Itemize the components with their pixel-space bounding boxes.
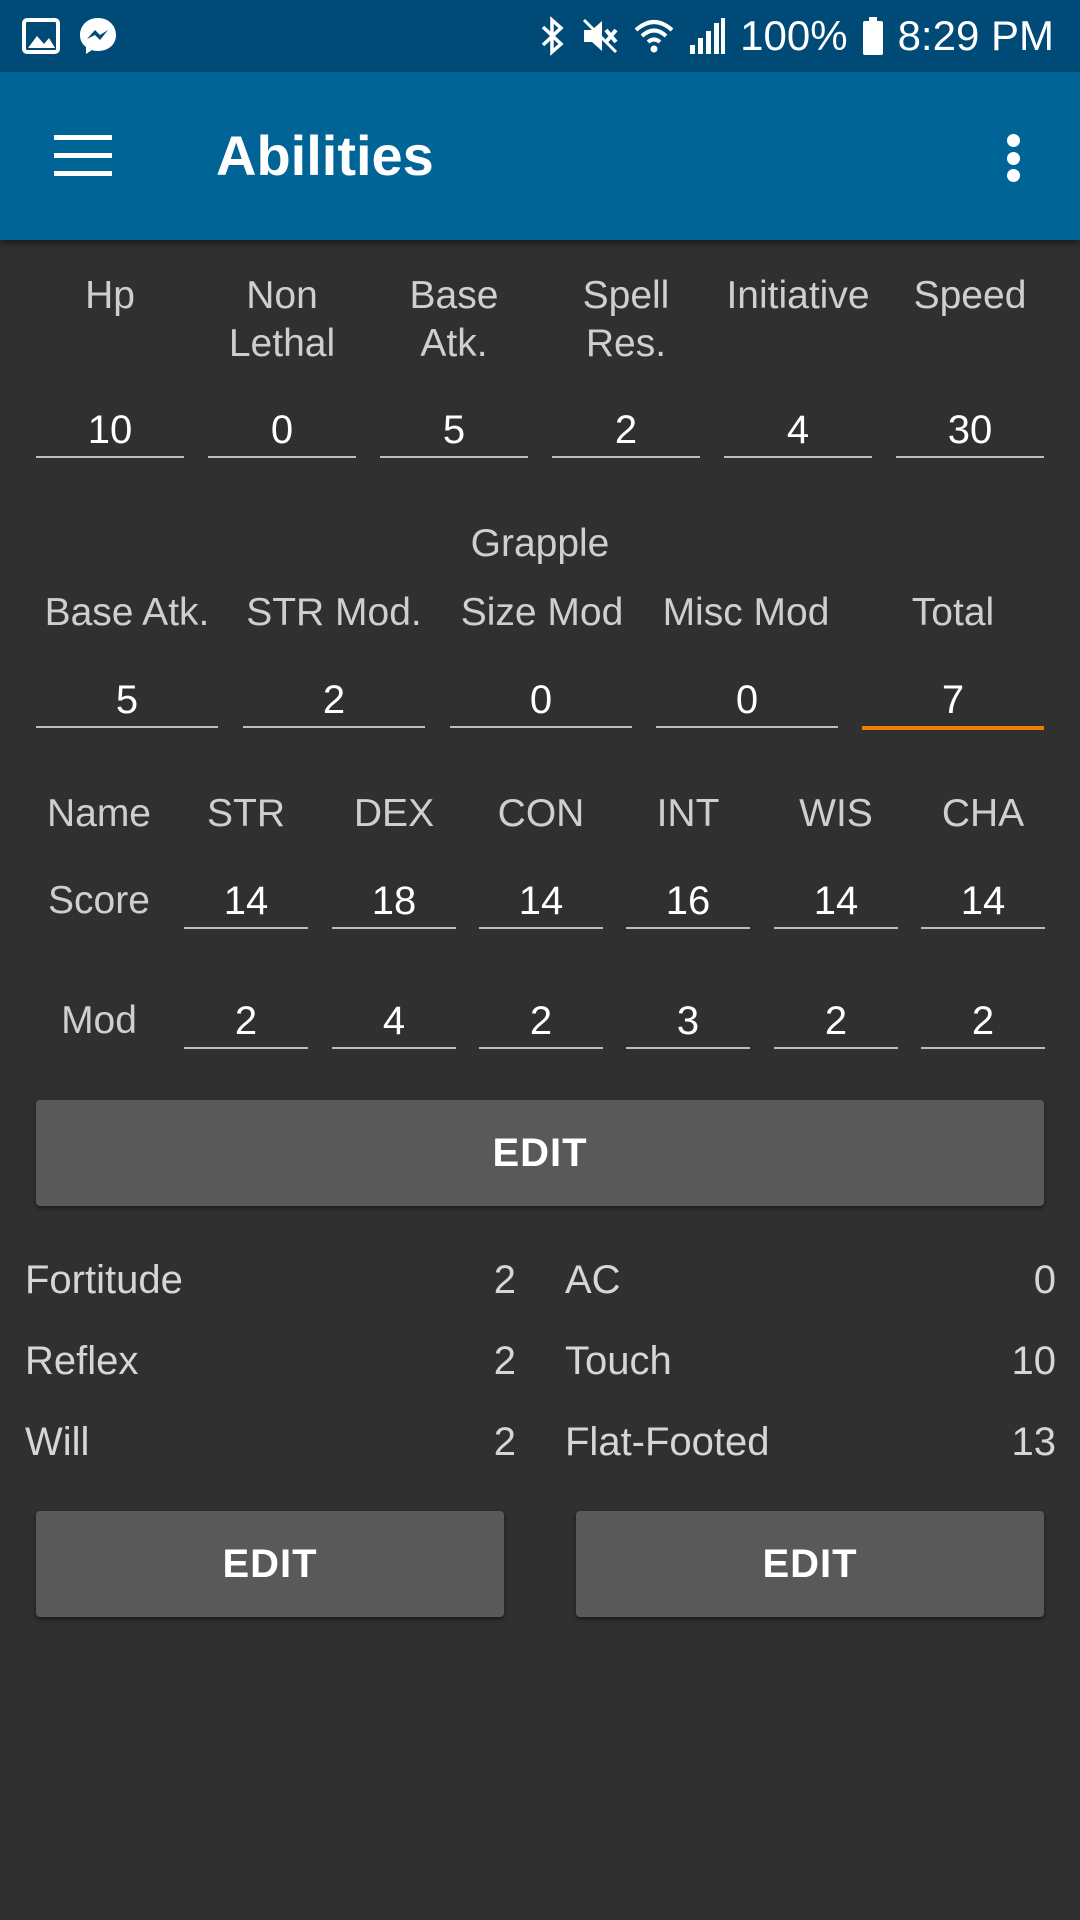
ability-header-con: CON [497, 792, 585, 835]
app-bar: Abilities [0, 72, 1080, 240]
clock: 8:29 PM [897, 12, 1054, 59]
speed-field[interactable]: 30 [896, 406, 1044, 458]
spell-res-field[interactable]: 2 [552, 406, 700, 458]
dex-mod-field[interactable]: 4 [332, 997, 456, 1049]
ability-header-name: Name [46, 792, 152, 835]
grapple-str-mod-field[interactable]: 2 [243, 676, 425, 728]
cha-mod-field[interactable]: 2 [921, 997, 1045, 1049]
abilities-edit-button[interactable]: EDIT [36, 1100, 1044, 1206]
int-score-field[interactable]: 16 [626, 877, 750, 929]
stat-label-non-lethal: Non Lethal [228, 274, 336, 365]
grapple-label-base-atk: Base Atk. [44, 591, 210, 634]
gallery-icon [22, 18, 60, 54]
grapple-total-field[interactable]: 7 [862, 676, 1044, 730]
mod-row-label: Mod [61, 999, 137, 1042]
saves-edit-button[interactable]: EDIT [36, 1511, 504, 1617]
bluetooth-icon [540, 16, 566, 56]
initiative-field[interactable]: 4 [724, 406, 872, 458]
battery-percent: 100% [740, 12, 848, 59]
save-label-will: Will [25, 1420, 90, 1464]
armor-value-ac: 0 [1033, 1258, 1056, 1302]
signal-icon [688, 17, 726, 55]
stat-label-hp: Hp [85, 274, 135, 317]
con-score-field[interactable]: 14 [479, 877, 603, 929]
grapple-size-mod-field[interactable]: 0 [450, 676, 632, 728]
grapple-label-size-mod: Size Mod [460, 591, 624, 634]
messenger-icon [78, 16, 118, 56]
save-value-fortitude: 2 [493, 1258, 516, 1302]
hp-field[interactable]: 10 [36, 406, 184, 458]
grapple-label-str-mod: STR Mod. [246, 591, 422, 634]
ability-header-dex: DEX [353, 792, 435, 835]
grapple-title: Grapple [470, 522, 610, 565]
stat-label-initiative: Initiative [726, 274, 870, 317]
score-row-label: Score [48, 879, 150, 922]
more-vert-icon[interactable] [1004, 134, 1024, 182]
grapple-label-misc-mod: Misc Mod [662, 591, 830, 634]
stat-label-speed: Speed [913, 274, 1027, 317]
cha-score-field[interactable]: 14 [921, 877, 1045, 929]
wis-score-field[interactable]: 14 [774, 877, 898, 929]
grapple-base-atk-field[interactable]: 5 [36, 676, 218, 728]
stat-label-base-atk: Base Atk. [409, 274, 499, 365]
stat-label-spell-res: Spell Res. [582, 274, 670, 365]
armor-label-touch: Touch [565, 1339, 672, 1383]
wifi-icon [634, 16, 674, 56]
battery-icon [862, 16, 884, 56]
mute-icon [580, 16, 620, 56]
dex-score-field[interactable]: 18 [332, 877, 456, 929]
ability-header-str: STR [207, 792, 285, 835]
armor-label-flat-footed: Flat-Footed [565, 1420, 770, 1464]
base-atk-field[interactable]: 5 [380, 406, 528, 458]
int-mod-field[interactable]: 3 [626, 997, 750, 1049]
armor-value-touch: 10 [1011, 1339, 1057, 1383]
hamburger-icon[interactable] [54, 135, 112, 177]
str-score-field[interactable]: 14 [184, 877, 308, 929]
armor-value-flat-footed: 13 [1011, 1420, 1057, 1464]
str-mod-field[interactable]: 2 [184, 997, 308, 1049]
ability-header-cha: CHA [941, 792, 1025, 835]
save-value-reflex: 2 [493, 1339, 516, 1383]
save-label-reflex: Reflex [25, 1339, 139, 1383]
save-value-will: 2 [493, 1420, 516, 1464]
grapple-misc-mod-field[interactable]: 0 [656, 676, 838, 728]
armor-label-ac: AC [565, 1258, 621, 1302]
grapple-label-total: Total [911, 591, 995, 634]
armor-edit-button[interactable]: EDIT [576, 1511, 1044, 1617]
status-bar: 100% 8:29 PM [0, 0, 1080, 72]
wis-mod-field[interactable]: 2 [774, 997, 898, 1049]
non-lethal-field[interactable]: 0 [208, 406, 356, 458]
ability-header-wis: WIS [799, 792, 873, 835]
save-label-fortitude: Fortitude [25, 1258, 183, 1302]
page-title: Abilities [216, 124, 434, 187]
ability-header-int: INT [656, 792, 720, 835]
con-mod-field[interactable]: 2 [479, 997, 603, 1049]
